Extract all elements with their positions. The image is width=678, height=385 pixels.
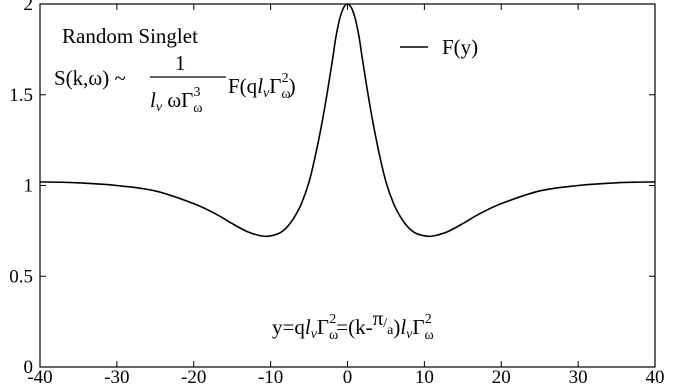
formula-F-open: F(q (228, 74, 258, 98)
ydef-a: y=q (272, 315, 305, 339)
ydef-sup2: 2 (425, 312, 432, 327)
formula-F-sup: 2 (282, 71, 289, 86)
x-tick-label: 30 (569, 367, 588, 385)
x-tick-label: 0 (343, 367, 353, 385)
formula-den-sup: 3 (194, 85, 201, 100)
formula-F-close: ) (289, 74, 296, 98)
y-tick-label: 0 (24, 357, 34, 378)
x-tick-label: -30 (104, 367, 129, 385)
x-tick-label: -40 (27, 367, 52, 385)
formula-numerator: 1 (175, 51, 186, 75)
y-tick-label: 1.5 (9, 85, 33, 106)
ydef-gamma: Γ (317, 315, 329, 339)
formula-den-rest: ωΓ (162, 88, 193, 112)
series-line-F (39, 3, 656, 238)
formula-den-l: l (150, 88, 156, 112)
formula-F-v: v (263, 86, 270, 101)
ydef-v: v (311, 327, 318, 342)
formula-denominator: lv ωΓω3 (150, 85, 203, 116)
formula-den-v: v (156, 100, 163, 115)
ydef-l2: l (400, 315, 406, 339)
ticks (39, 3, 656, 368)
annotation-title: Random Singlet (62, 24, 198, 48)
ydef-slash: / (383, 316, 387, 331)
y-tick-label: 0.5 (9, 266, 33, 287)
ydef-l: l (305, 315, 311, 339)
ydef-b: =(k- (336, 315, 372, 339)
ydef-sub: ω (329, 328, 338, 343)
formula-lhs: S(k,ω) ~ (54, 66, 126, 90)
x-tick-label: 40 (646, 367, 665, 385)
ydef-sup: 2 (329, 312, 336, 327)
tick-labels: -40 -30 -20 -10 0 10 20 30 40 0 0.5 1 1.5 2 (9, 0, 664, 385)
formula-F-sub: ω (281, 87, 290, 102)
formula-F-l: l (257, 74, 263, 98)
formula-F-gamma: Γ (269, 74, 281, 98)
y-definition: y=qlvΓω2=(k-π/a)lvΓω2 (272, 306, 434, 343)
y-tick-label: 2 (24, 0, 34, 15)
formula-den-sub: ω (193, 101, 202, 116)
ydef-c: ) (393, 315, 400, 339)
ydef-pi: π (373, 306, 384, 330)
x-tick-label: 20 (492, 367, 511, 385)
x-tick-label: 10 (415, 367, 434, 385)
ydef-v2: v (406, 327, 413, 342)
x-tick-label: -20 (181, 367, 206, 385)
ydef-a2: a (387, 323, 394, 338)
formula-F: F(qlvΓω2) (228, 71, 296, 102)
legend-label: F(y) (442, 35, 478, 59)
ydef-gamma2: Γ (412, 315, 424, 339)
y-tick-label: 1 (24, 176, 34, 197)
ydef-sub2: ω (425, 328, 434, 343)
x-tick-label: -10 (258, 367, 283, 385)
plot-frame (39, 3, 656, 368)
